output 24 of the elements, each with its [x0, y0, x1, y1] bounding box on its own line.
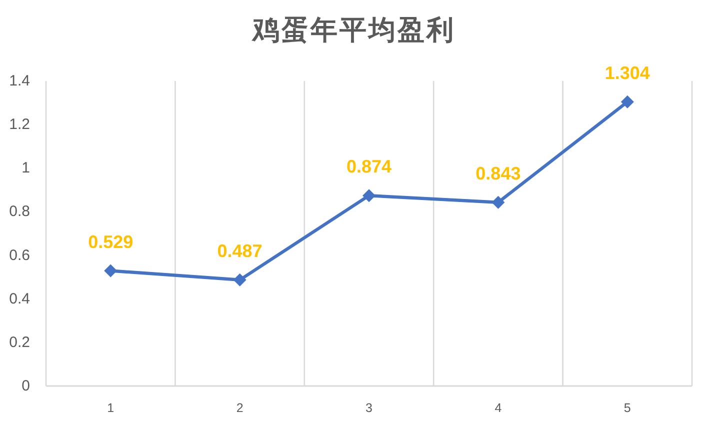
y-tick-label: 0.6: [9, 246, 30, 264]
x-tick-label: 3: [366, 401, 373, 415]
y-tick-label: 1.4: [9, 72, 30, 90]
point: [620, 95, 634, 108]
data-label: 1.304: [604, 62, 650, 83]
point: [492, 196, 505, 209]
data-label: 0.529: [88, 232, 134, 252]
y-tick-label: 1: [22, 160, 30, 177]
point: [104, 264, 118, 278]
y-tick-label: 0.2: [9, 334, 30, 351]
x-tick-label: 5: [624, 401, 631, 415]
x-tick-label: 2: [236, 401, 244, 415]
point: [233, 273, 246, 286]
chart-title: 鸡蛋年平均盈利: [250, 15, 456, 45]
y-tick-label: 1.2: [9, 116, 30, 134]
point: [362, 189, 376, 202]
data-label: 0.874: [346, 156, 392, 177]
y-tick-label: 0.4: [9, 290, 30, 308]
y-tick-label: 0.8: [9, 203, 30, 220]
y-tick-label: 0: [22, 378, 30, 394]
data-label: 0.487: [217, 240, 262, 261]
x-tick-label: 1: [107, 401, 114, 415]
data-label: 0.843: [476, 163, 521, 184]
x-tick-label: 4: [494, 401, 502, 415]
